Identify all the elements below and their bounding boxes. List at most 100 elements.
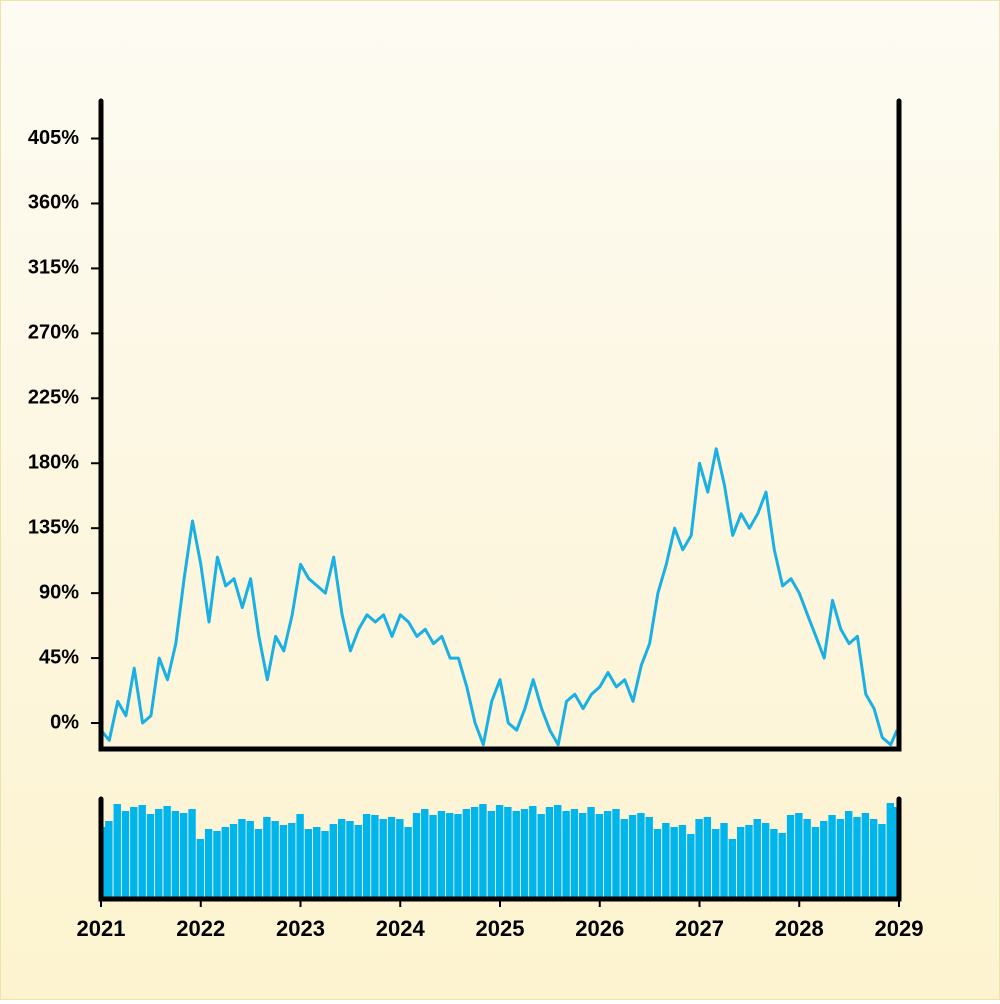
x-tick-label: 2028 [775, 916, 824, 941]
volume-bar [687, 834, 695, 899]
volume-bar [753, 819, 761, 899]
volume-bar [495, 805, 504, 899]
volume-bar [811, 827, 820, 899]
x-tick-label: 2025 [476, 916, 525, 941]
volume-bar [670, 827, 678, 899]
volume-bar [878, 824, 886, 899]
volume-bar [778, 833, 786, 899]
volume-bar [853, 817, 861, 899]
volume-bar [121, 811, 130, 899]
volume-bar [595, 814, 604, 899]
volume-bar [213, 831, 221, 899]
volume-bar [504, 807, 512, 899]
volume-bar [254, 829, 263, 899]
volume-bar [645, 817, 653, 899]
volume-bar [454, 814, 462, 899]
volume-bar [861, 813, 870, 899]
volume-bar [229, 824, 238, 899]
volume-bar [869, 819, 878, 899]
volume-bar [296, 814, 304, 899]
volume-bar [554, 805, 562, 899]
price-line [99, 447, 899, 747]
y-tick-label: 270% [28, 322, 79, 344]
volume-bar [238, 819, 246, 899]
volume-bar [562, 811, 570, 899]
volume-bar [736, 827, 745, 899]
volume-bar [886, 803, 895, 899]
volume-bar [179, 813, 188, 899]
volume-bar [786, 815, 795, 899]
volume-bar [761, 823, 770, 899]
volume-bar [130, 807, 138, 899]
volume-bar [101, 827, 109, 899]
volume-bar [720, 823, 728, 899]
volume-bar [653, 829, 662, 899]
volume-bar [204, 829, 213, 899]
x-tick-label: 2022 [176, 916, 225, 941]
x-tick-label: 2023 [276, 916, 325, 941]
volume-bar [379, 819, 387, 899]
volume-bar [354, 825, 362, 899]
volume-bar [188, 809, 196, 899]
volume-bar [470, 807, 479, 899]
volume-bar [545, 807, 554, 899]
volume-bar [529, 806, 537, 899]
volume-bar [520, 809, 529, 899]
volume-bar [421, 809, 429, 899]
x-tick-label: 2024 [376, 916, 426, 941]
volume-bar [271, 821, 279, 899]
volume-bar [105, 821, 113, 899]
axis-frame [98, 98, 902, 752]
volume-bar [712, 829, 720, 899]
volume-bar [637, 813, 645, 899]
volume-bar [429, 815, 437, 899]
volume-bar [246, 821, 254, 899]
volume-bar [313, 827, 321, 899]
volume-bar [628, 815, 637, 899]
volume-bar [828, 815, 836, 899]
volume-bar [346, 821, 354, 899]
volume-bar [337, 819, 346, 899]
volume-bar [138, 805, 146, 899]
volume-bar [221, 827, 229, 899]
x-tick-label: 2029 [875, 916, 924, 941]
volume-bar [728, 839, 737, 899]
volume-bar [620, 819, 628, 899]
volume-bar [371, 815, 379, 899]
volume-bar [745, 825, 753, 899]
volume-bar [803, 819, 811, 899]
axis-frame [98, 796, 902, 902]
volume-bar [578, 813, 587, 899]
volume-bar [196, 839, 205, 899]
volume-bar [404, 827, 412, 899]
y-tick-label: 360% [28, 192, 79, 214]
y-tick-label: 405% [28, 127, 79, 149]
volume-bar [163, 806, 171, 899]
volume-bar [146, 814, 155, 899]
volume-bar [279, 825, 288, 899]
volume-bar [795, 813, 803, 899]
volume-bar [603, 811, 612, 899]
volume-bar [570, 809, 579, 899]
volume-bar [304, 829, 313, 899]
volume-bar [446, 813, 454, 899]
volume-bar [412, 813, 421, 899]
volume-bar [487, 811, 496, 899]
y-tick-label: 180% [28, 452, 79, 474]
y-tick-label: 45% [39, 646, 79, 668]
volume-bar [845, 811, 853, 899]
x-tick-label: 2021 [77, 916, 126, 941]
volume-bar [387, 817, 396, 899]
volume-bar [329, 824, 338, 899]
volume-bar [288, 823, 296, 899]
volume-bar [437, 811, 446, 899]
volume-bar [263, 817, 271, 899]
volume-bar [396, 819, 404, 899]
y-tick-label: 225% [28, 387, 79, 409]
volume-bar [662, 823, 670, 899]
volume-bar [479, 804, 487, 899]
volume-bar [321, 831, 329, 899]
y-tick-label: 315% [28, 257, 79, 279]
